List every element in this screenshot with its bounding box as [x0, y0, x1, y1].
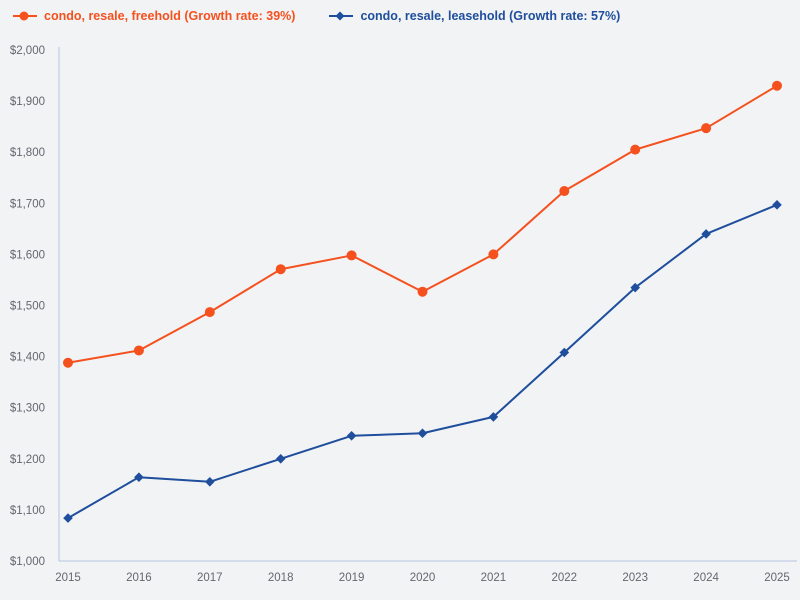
data-point-leasehold[interactable] — [772, 200, 782, 210]
data-point-freehold[interactable] — [559, 186, 570, 197]
x-tick-label: 2016 — [126, 572, 152, 584]
data-point-freehold[interactable] — [204, 307, 215, 318]
y-tick-label: $1,100 — [10, 505, 45, 517]
series-line-leasehold — [67, 203, 778, 519]
data-point-leasehold[interactable] — [630, 282, 640, 293]
legend-item-leasehold[interactable]: condo, resale, leasehold (Growth rate: 5… — [329, 9, 620, 23]
data-point-leasehold[interactable] — [559, 347, 570, 358]
y-tick-label: $1,400 — [10, 352, 45, 364]
x-tick-label: 2024 — [693, 572, 719, 584]
y-tick-label: $1,700 — [10, 198, 45, 210]
data-point-leasehold[interactable] — [701, 229, 711, 239]
leasehold-diamond-marker-icon — [329, 11, 354, 21]
x-tick-label: 2019 — [339, 572, 365, 584]
data-point-freehold[interactable] — [488, 249, 499, 260]
x-tick-label: 2020 — [410, 572, 436, 584]
data-point-freehold[interactable] — [772, 80, 782, 91]
x-tick-label: 2022 — [552, 572, 578, 584]
data-point-freehold[interactable] — [275, 264, 286, 275]
y-tick-label: $1,500 — [10, 301, 45, 313]
y-tick-label: $1,600 — [10, 249, 45, 261]
freehold-circle-marker-icon — [13, 11, 37, 21]
y-tick-label: $1,800 — [10, 147, 45, 159]
data-point-freehold[interactable] — [346, 250, 357, 261]
legend-item-freehold[interactable]: condo, resale, freehold (Growth rate: 39… — [13, 9, 295, 23]
y-tick-label: $2,000 — [10, 45, 45, 57]
data-point-leasehold[interactable] — [63, 513, 73, 523]
x-tick-label: 2023 — [622, 572, 648, 584]
x-tick-label: 2021 — [481, 572, 507, 584]
legend: condo, resale, freehold (Growth rate: 39… — [13, 9, 620, 23]
y-tick-label: $1,000 — [10, 556, 45, 568]
y-tick-label: $1,900 — [10, 96, 45, 108]
data-point-leasehold[interactable] — [488, 412, 499, 422]
data-point-freehold[interactable] — [701, 123, 712, 134]
data-point-leasehold[interactable] — [205, 476, 215, 487]
y-tick-label: $1,300 — [10, 403, 45, 415]
series-line-freehold — [67, 84, 778, 364]
data-point-leasehold[interactable] — [346, 431, 357, 441]
data-point-leasehold[interactable] — [275, 454, 286, 464]
x-tick-label: 2025 — [764, 572, 790, 584]
y-tick-label: $1,200 — [10, 454, 45, 466]
data-point-freehold[interactable] — [133, 345, 144, 356]
x-tick-label: 2017 — [197, 572, 223, 584]
data-point-freehold[interactable] — [417, 286, 428, 297]
data-point-leasehold[interactable] — [134, 472, 144, 482]
x-tick-label: 2015 — [55, 572, 81, 584]
data-point-leasehold[interactable] — [417, 428, 428, 439]
data-point-freehold[interactable] — [63, 357, 73, 368]
legend-label-leasehold: condo, resale, leasehold (Growth rate: 5… — [360, 9, 621, 23]
data-point-freehold[interactable] — [630, 144, 641, 155]
x-tick-label: 2018 — [268, 572, 294, 584]
legend-label-freehold: condo, resale, freehold (Growth rate: 39… — [44, 9, 296, 23]
